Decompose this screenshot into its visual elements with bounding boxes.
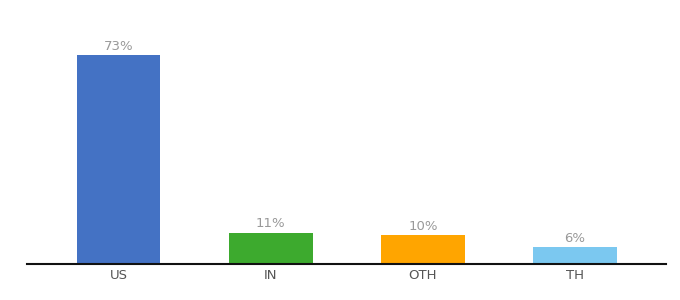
Bar bbox=[77, 55, 160, 264]
Bar bbox=[533, 247, 617, 264]
Text: 11%: 11% bbox=[256, 217, 286, 230]
Bar bbox=[381, 236, 464, 264]
Text: 10%: 10% bbox=[408, 220, 438, 233]
Bar bbox=[229, 232, 313, 264]
Text: 73%: 73% bbox=[104, 40, 133, 53]
Text: 6%: 6% bbox=[564, 232, 585, 244]
